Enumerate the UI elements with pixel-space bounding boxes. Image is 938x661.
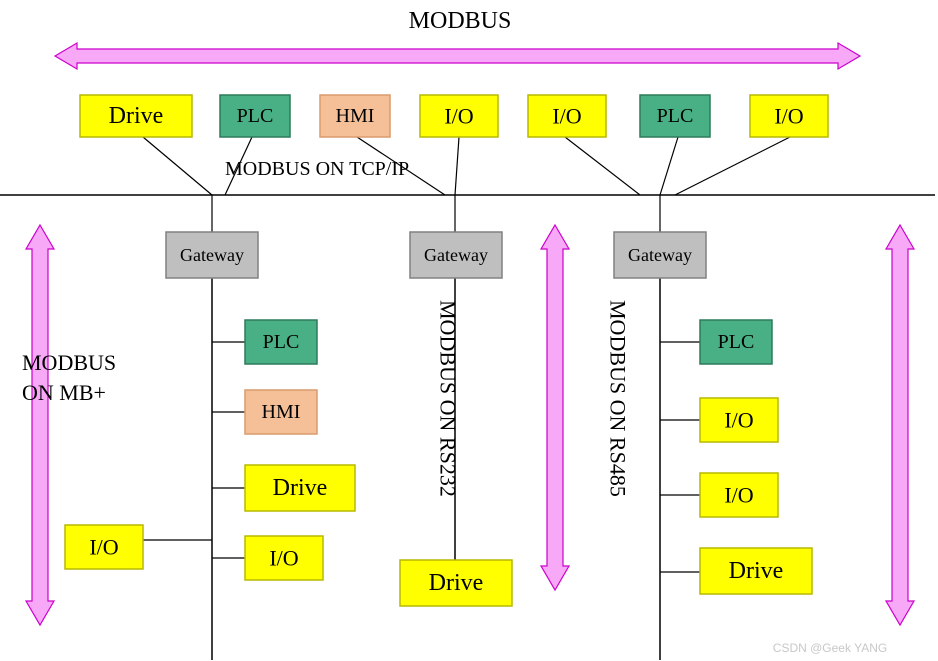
tcpip-label: MODBUS ON TCP/IP (225, 158, 409, 180)
top-connector (675, 137, 790, 195)
mbplus-node-label: I/O (89, 535, 118, 560)
mbplus-node-label: PLC (263, 331, 300, 353)
arrow-horizontal (55, 43, 860, 69)
title-text: MODBUS (409, 8, 512, 34)
top-node-label: I/O (552, 104, 581, 129)
mbplus-node-label: Drive (273, 475, 328, 501)
mbplus-node-label: I/O (269, 546, 298, 571)
top-node-label: PLC (237, 105, 274, 127)
top-connector (660, 137, 678, 195)
rs485-node-label: PLC (718, 331, 755, 353)
rs485-node-label: Drive (729, 558, 784, 584)
rs485-node-label: I/O (724, 408, 753, 433)
top-node-label: Drive (109, 103, 164, 129)
arrow-left (26, 225, 54, 625)
arrow-right (886, 225, 914, 625)
arrow-mid (541, 225, 569, 590)
mbplus-node-label: HMI (262, 401, 301, 423)
rs232-node-label: Drive (429, 570, 484, 596)
mbplus-label: ON MB+ (22, 380, 106, 405)
top-node-label: PLC (657, 105, 694, 127)
rs485-label: MODBUS ON RS485 (606, 300, 631, 497)
top-connector (143, 137, 212, 195)
gateway-label: Gateway (424, 245, 488, 265)
top-node-label: I/O (444, 104, 473, 129)
watermark-text: CSDN @Geek YANG (773, 641, 887, 655)
gateway-label: Gateway (180, 245, 244, 265)
modbus-diagram: Drive PLC HMI I/O I/O PLC I/O Gateway Gateway Gat… (0, 0, 938, 661)
gateway-label: Gateway (628, 245, 692, 265)
top-connector (455, 137, 459, 195)
top-connector (565, 137, 640, 195)
top-node-label: HMI (336, 105, 375, 127)
rs232-label: MODBUS ON RS232 (436, 300, 461, 497)
rs485-node-label: I/O (724, 483, 753, 508)
top-node-label: I/O (774, 104, 803, 129)
mbplus-label: MODBUS (22, 350, 116, 375)
